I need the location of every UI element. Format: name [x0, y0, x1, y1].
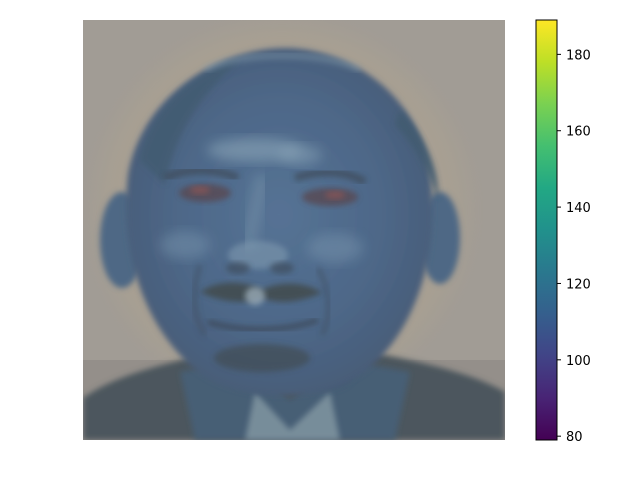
colorbar-tick-label-120: 120: [566, 277, 591, 292]
left-eye-red: [190, 186, 210, 194]
colorbar: 80 100 120 140 160 180: [535, 19, 591, 445]
right-brow: [293, 168, 368, 186]
colorbar-ticks: 80 100 120 140 160 180: [557, 48, 591, 445]
hairline-top: [203, 52, 362, 73]
right-eye-red: [325, 191, 345, 199]
colorbar-tick-label-100: 100: [566, 354, 591, 369]
colorbar-tick-label-80: 80: [566, 430, 583, 445]
colorbar-tick-label-140: 140: [566, 201, 591, 216]
left-cheek: [160, 231, 210, 259]
left-brow: [163, 166, 240, 182]
forehead-highlight-2: [278, 145, 322, 165]
image-haze: [83, 20, 505, 440]
heatmap-image: [83, 20, 505, 440]
hair-right: [395, 110, 439, 200]
nasolabial-left: [192, 264, 208, 337]
head: [126, 48, 433, 395]
right-cheek: [307, 233, 363, 263]
colorbar-tick-label-180: 180: [566, 48, 591, 63]
nostril-left: [226, 262, 250, 274]
nostril-right: [270, 262, 294, 274]
shirt: [245, 392, 340, 440]
hair-left: [140, 60, 240, 185]
lip-highlight: [245, 287, 265, 305]
chin-beard: [214, 344, 310, 372]
nose-tip: [228, 241, 288, 269]
colorbar-gradient: [535, 19, 558, 441]
colorbar-tick-label-160: 160: [566, 125, 591, 140]
mouth: [207, 317, 319, 332]
nasolabial-right: [315, 266, 331, 337]
